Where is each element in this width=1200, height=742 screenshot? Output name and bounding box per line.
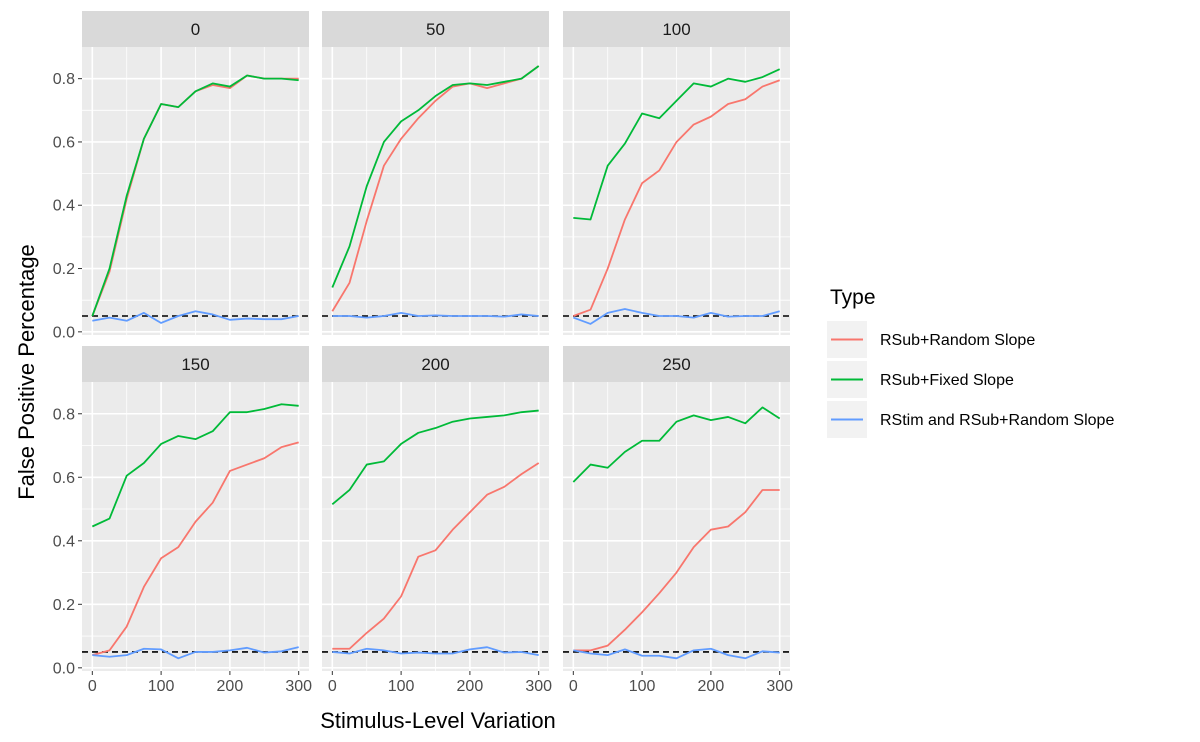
gridlines — [563, 47, 790, 335]
x-tick-label: 200 — [217, 678, 244, 695]
x-tick-label: 200 — [457, 678, 484, 695]
legend-entry: RSub+Random Slope — [827, 321, 1035, 358]
series-line-rsub-random-slope — [573, 489, 780, 652]
facet-strip — [563, 11, 790, 47]
legend-entry: RSub+Fixed Slope — [827, 361, 1014, 398]
legend-entry: RStim and RSub+Random Slope — [827, 401, 1114, 438]
series-line-rsub-fixed-slope — [572, 406, 781, 483]
legend-entries: RSub+Random Slope RSub+Fixed Slope RStim a… — [827, 321, 1114, 438]
legend-title: Type — [830, 286, 876, 309]
series-line-rsub-fixed-slope — [331, 65, 540, 288]
facet-panel-0: 0 0.0 0.2 0.4 0.6 0.8 — [53, 11, 309, 341]
facet-panel-50: 50 — [322, 11, 549, 335]
y-tick-label: 0.6 — [53, 134, 75, 151]
y-tick-label: 0.2 — [53, 597, 75, 614]
gridlines — [563, 382, 790, 671]
series-line-rsub-random-slope — [92, 441, 299, 656]
series-line-rsub-random-slope — [573, 79, 780, 317]
x-tick-label: 0 — [328, 678, 337, 695]
series-line-rstim-and-rsub-random-slope — [332, 646, 539, 657]
facet-strip-label: 50 — [426, 20, 445, 39]
series-line-rsub-random-slope — [331, 65, 540, 312]
series-line-rstim-and-rsub-random-slope — [92, 646, 299, 660]
gridlines — [322, 382, 549, 671]
x-tick-label: 300 — [766, 678, 793, 695]
series-line-rstim-and-rsub-random-slope — [573, 647, 780, 660]
facet-panel-150: 150 0.0 0.2 0.4 0.6 0.8 0 100 200 300 — [53, 346, 312, 695]
series-line-rstim-and-rsub-random-slope — [332, 311, 539, 319]
y-tick-label: 0.0 — [53, 324, 75, 341]
x-tick-label: 0 — [88, 678, 97, 695]
gridlines — [82, 382, 309, 671]
y-tick-label: 0.4 — [53, 198, 75, 215]
x-tick-label: 300 — [525, 678, 552, 695]
y-tick-label: 0.4 — [53, 533, 75, 550]
y-tick-label: 0.2 — [53, 261, 75, 278]
facet-strip — [563, 346, 790, 382]
y-tick-label: 0.8 — [53, 406, 75, 423]
facet-strip — [322, 346, 549, 382]
facet-panel-200: 200 0 100 200 300 — [322, 346, 552, 695]
x-axis-title: Stimulus-Level Variation — [320, 708, 556, 733]
y-tick-label: 0.6 — [53, 470, 75, 487]
x-tick-label: 100 — [388, 678, 415, 695]
series-line-rsub-fixed-slope — [573, 68, 781, 221]
legend-label: RSub+Fixed Slope — [880, 372, 1014, 389]
facet-strip-label: 0 — [191, 20, 200, 39]
series-line-rstim-and-rsub-random-slope — [92, 310, 299, 324]
facet-strip-label: 200 — [421, 355, 449, 374]
series-line-rsub-fixed-slope — [91, 403, 299, 528]
x-tick-label: 100 — [629, 678, 656, 695]
facet-strip-label: 100 — [662, 20, 690, 39]
x-tick-label: 300 — [285, 678, 312, 695]
series-line-rsub-random-slope — [332, 462, 540, 650]
x-tick-label: 100 — [148, 678, 175, 695]
series-line-rstim-and-rsub-random-slope — [573, 308, 780, 325]
facet-strip — [322, 11, 549, 47]
gridlines — [322, 47, 549, 335]
series-line-rsub-fixed-slope — [331, 409, 539, 505]
facet-panel-100: 100 — [563, 11, 790, 335]
y-axis-title: False Positive Percentage — [14, 244, 39, 500]
x-tick-label: 0 — [569, 678, 578, 695]
series-line-rsub-fixed-slope — [91, 74, 299, 317]
y-tick-label: 0.0 — [53, 660, 75, 677]
facet-strip — [82, 346, 309, 382]
x-tick-label: 200 — [698, 678, 725, 695]
facet-strip-label: 150 — [181, 355, 209, 374]
facet-strip-label: 250 — [662, 355, 690, 374]
legend-label: RSub+Random Slope — [880, 332, 1035, 349]
legend-label: RStim and RSub+Random Slope — [880, 412, 1114, 429]
facet-panels: 00.00.20.40.60.850 1001500.00.20.40.60.80… — [53, 11, 793, 695]
facet-panel-250: 250 0 100 200 300 — [563, 346, 793, 695]
facet-strip — [82, 11, 309, 47]
y-tick-label: 0.8 — [53, 71, 75, 88]
